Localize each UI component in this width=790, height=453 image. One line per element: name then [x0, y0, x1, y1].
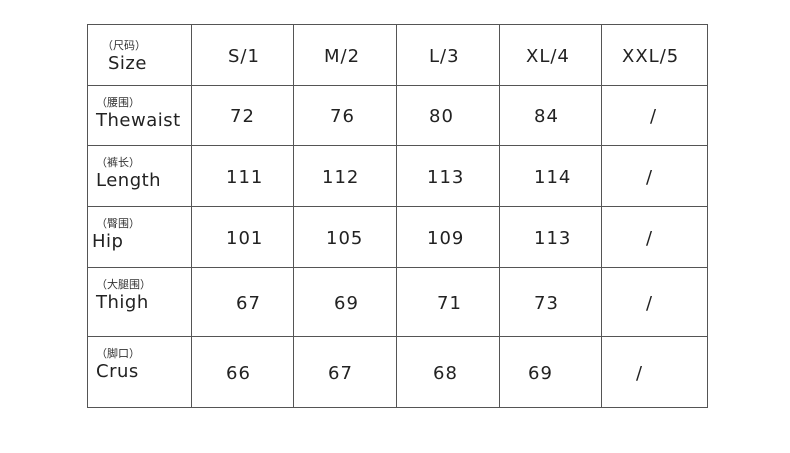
row-label-cell: （腰围） Thewaist	[87, 85, 192, 146]
value-cell: 113	[499, 206, 602, 268]
value: /	[646, 167, 654, 188]
row-zh: （裤长）	[96, 156, 140, 169]
row-zh: （臀围）	[96, 217, 140, 230]
row-label-cell: （大腿围） Thigh	[87, 267, 192, 337]
size-label: S/1	[228, 46, 260, 67]
value: 84	[534, 106, 559, 127]
header-en: Size	[108, 53, 147, 74]
value-cell: /	[601, 206, 708, 268]
value-cell: 68	[396, 336, 500, 408]
value: /	[646, 228, 654, 249]
row-en: Thewaist	[96, 110, 181, 131]
table-row: （腰围） Thewaist 72 76 80 84 /	[87, 85, 708, 146]
value: 109	[427, 228, 465, 249]
size-chart-table: （尺码） Size S/1 M/2 L/3 XL/4 XXL/5 （腰围） Th…	[87, 24, 708, 408]
value-cell: /	[601, 85, 708, 146]
size-header: L/3	[396, 24, 500, 86]
value: 112	[322, 167, 360, 188]
value: 114	[534, 167, 572, 188]
row-label-cell: （臀围） Hip	[87, 206, 192, 268]
row-en: Crus	[96, 361, 139, 382]
value: 73	[534, 293, 559, 314]
value-cell: /	[601, 145, 708, 207]
value-cell: 111	[191, 145, 294, 207]
row-label-cell: （脚口） Crus	[87, 336, 192, 408]
value-cell: 67	[293, 336, 397, 408]
row-label-cell: （裤长） Length	[87, 145, 192, 207]
row-en: Hip	[92, 231, 124, 252]
row-zh: （腰围）	[96, 96, 140, 109]
size-label: XL/4	[526, 46, 570, 67]
value-cell: 76	[293, 85, 397, 146]
value: 67	[328, 363, 353, 384]
row-zh: （大腿围）	[96, 278, 151, 291]
value: 67	[236, 293, 261, 314]
value: 69	[334, 293, 359, 314]
value: 80	[429, 106, 454, 127]
size-label: XXL/5	[622, 46, 680, 67]
value: 111	[226, 167, 264, 188]
row-en: Length	[96, 170, 162, 191]
value-cell: /	[601, 336, 708, 408]
table-row: （脚口） Crus 66 67 68 69 /	[87, 336, 708, 408]
size-header: S/1	[191, 24, 294, 86]
value-cell: 112	[293, 145, 397, 207]
size-label: L/3	[429, 46, 460, 67]
value: 101	[226, 228, 264, 249]
value-cell: 101	[191, 206, 294, 268]
value-cell: 84	[499, 85, 602, 146]
header-row: （尺码） Size S/1 M/2 L/3 XL/4 XXL/5	[87, 24, 708, 86]
size-header: XL/4	[499, 24, 602, 86]
value-cell: 113	[396, 145, 500, 207]
value: 72	[230, 106, 255, 127]
value-cell: 73	[499, 267, 602, 337]
size-header: XXL/5	[601, 24, 708, 86]
row-zh: （脚口）	[96, 347, 140, 360]
value-cell: 114	[499, 145, 602, 207]
value: /	[650, 106, 658, 127]
value-cell: 66	[191, 336, 294, 408]
size-label: M/2	[324, 46, 361, 67]
value-cell: 72	[191, 85, 294, 146]
value-cell: 69	[293, 267, 397, 337]
value: 71	[437, 293, 462, 314]
value: 69	[528, 363, 553, 384]
value-cell: 105	[293, 206, 397, 268]
table-row: （大腿围） Thigh 67 69 71 73 /	[87, 267, 708, 337]
value: 66	[226, 363, 251, 384]
value: /	[646, 293, 654, 314]
value-cell: 109	[396, 206, 500, 268]
value-cell: 80	[396, 85, 500, 146]
value: 76	[330, 106, 355, 127]
value-cell: /	[601, 267, 708, 337]
value: 68	[433, 363, 458, 384]
table-row: （裤长） Length 111 112 113 114 /	[87, 145, 708, 207]
value: 105	[326, 228, 364, 249]
value: /	[636, 363, 644, 384]
value-cell: 71	[396, 267, 500, 337]
value-cell: 69	[499, 336, 602, 408]
header-zh: （尺码）	[102, 39, 146, 52]
value: 113	[534, 228, 572, 249]
value-cell: 67	[191, 267, 294, 337]
size-header: M/2	[293, 24, 397, 86]
row-en: Thigh	[96, 292, 149, 313]
header-label-cell: （尺码） Size	[87, 24, 192, 86]
table-row: （臀围） Hip 101 105 109 113 /	[87, 206, 708, 268]
value: 113	[427, 167, 465, 188]
